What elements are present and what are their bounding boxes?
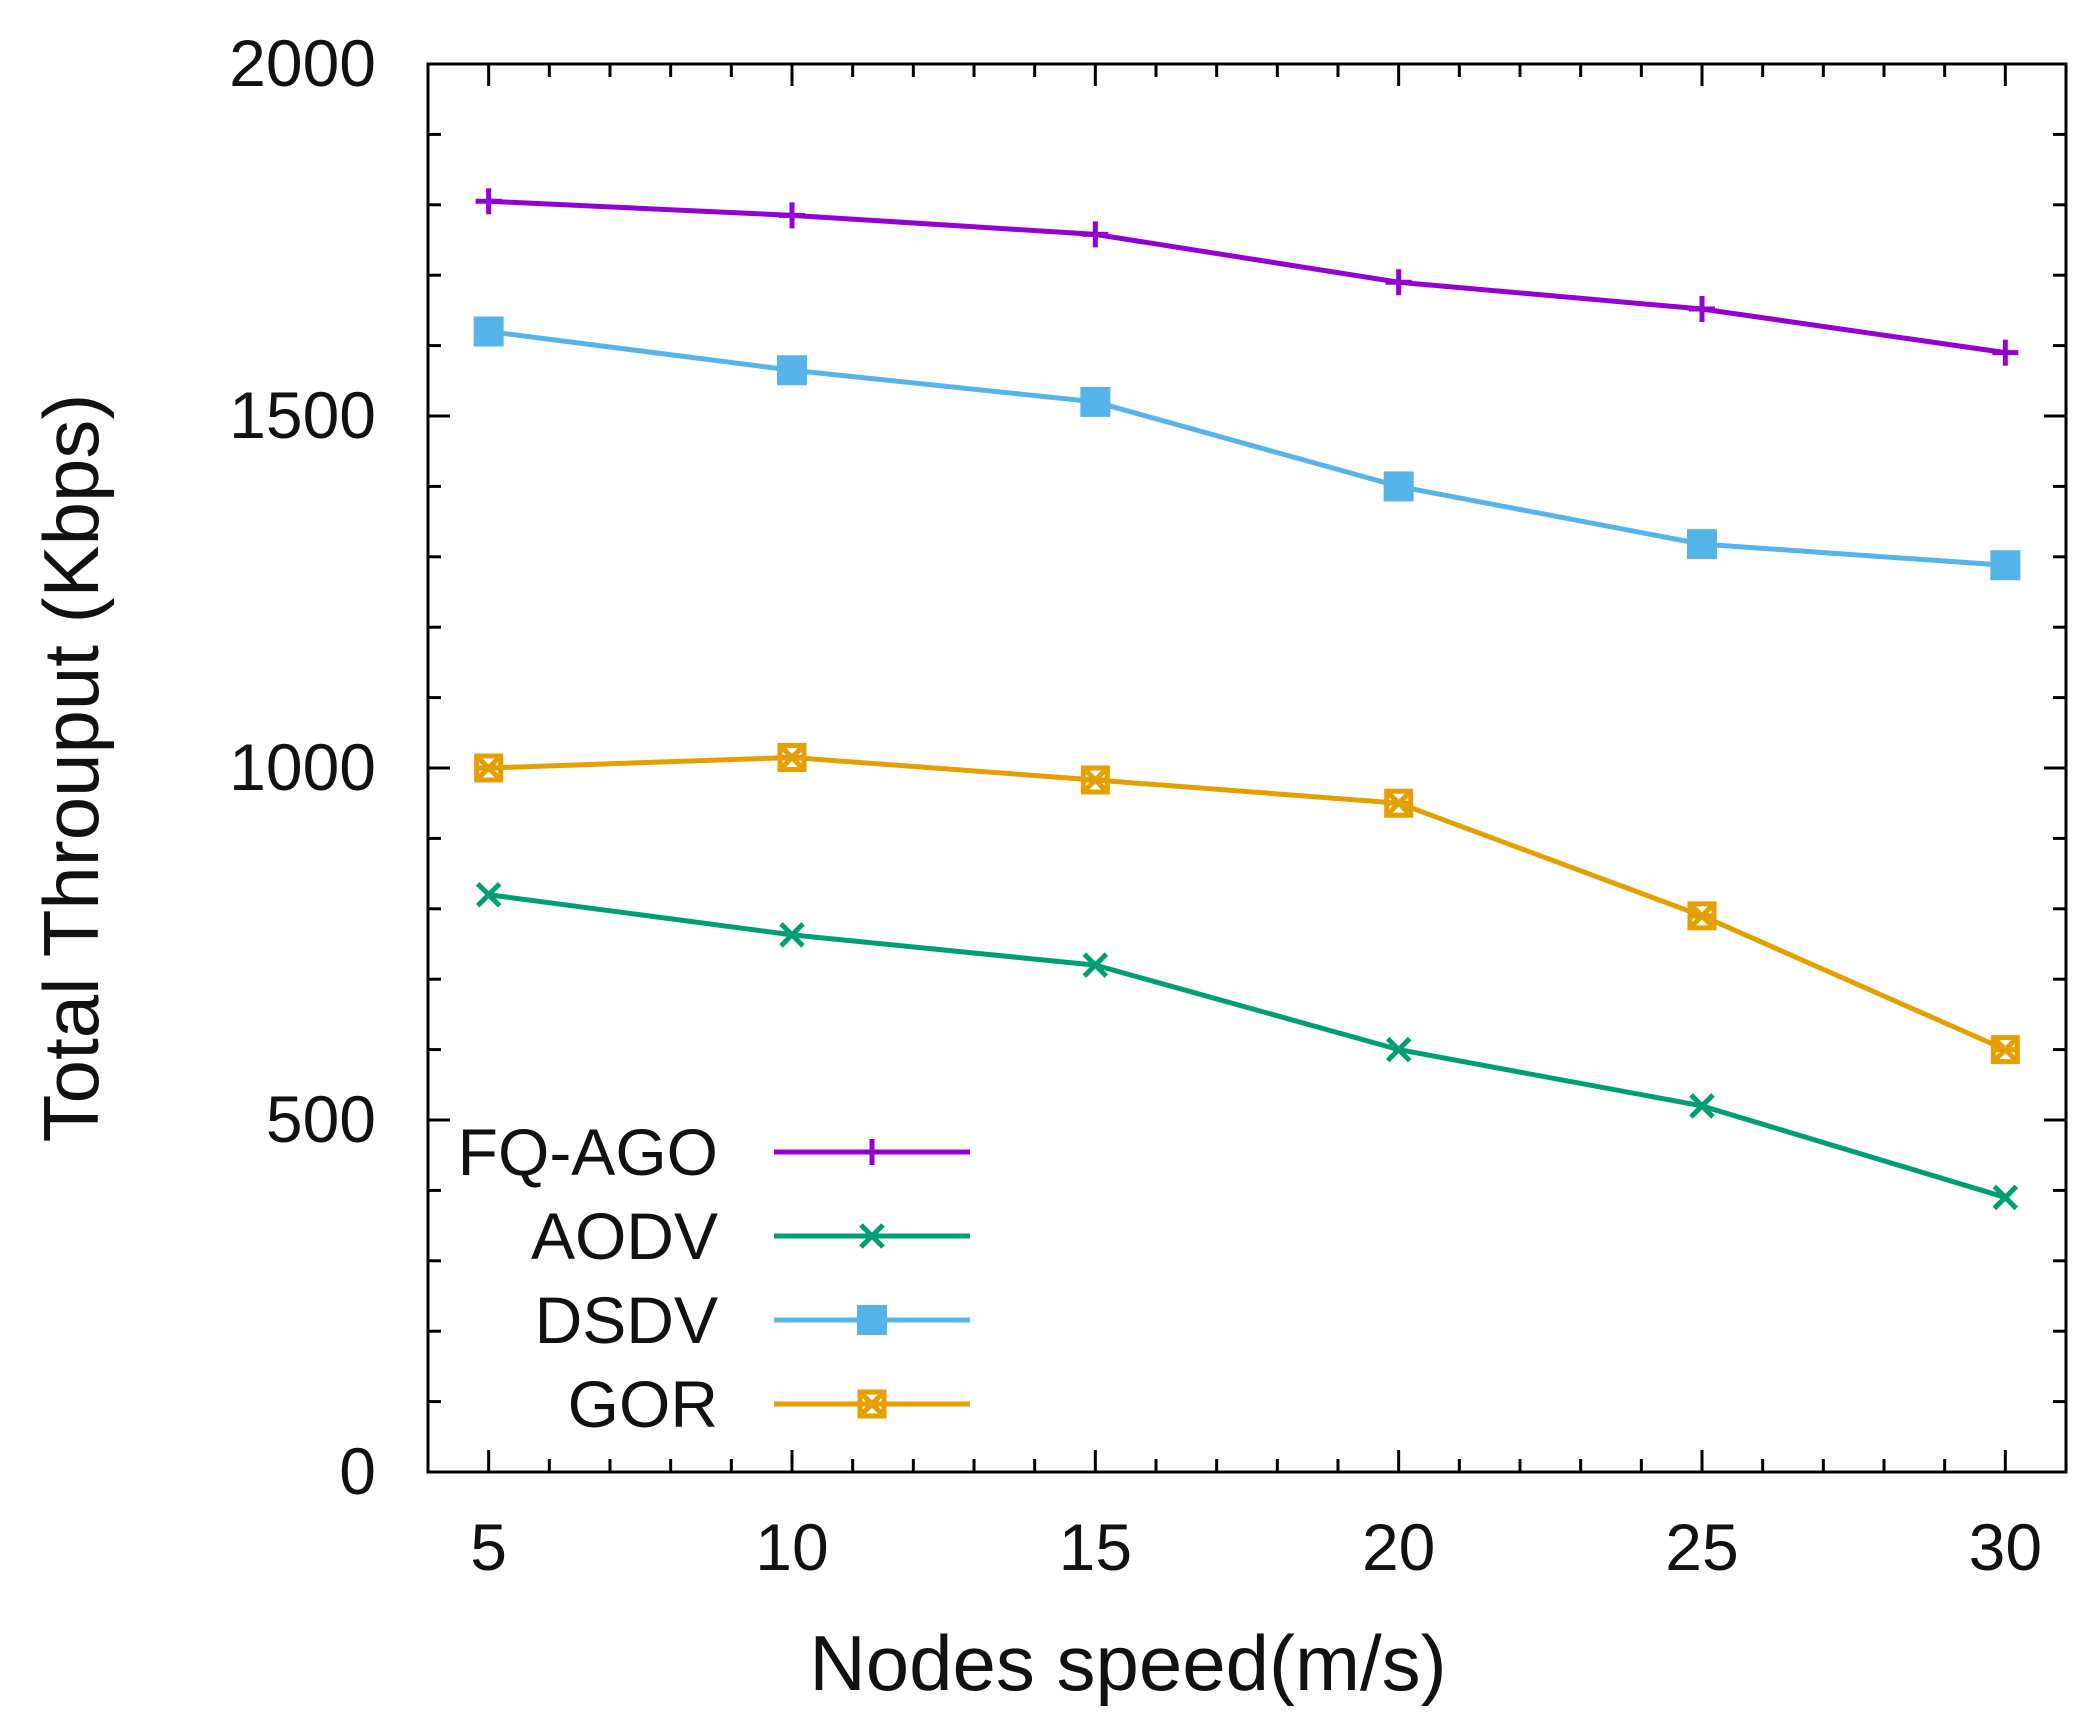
series-layer (473, 188, 2021, 1211)
legend-item-gor: GOR (568, 1367, 970, 1441)
legend-item-dsdv: DSDV (535, 1283, 970, 1357)
y-tick-label: 2000 (229, 26, 376, 100)
y-tick-label: 0 (339, 1434, 376, 1508)
data-point-fq-ago (1992, 339, 2019, 366)
data-point-dsdv (1990, 550, 2021, 581)
legend-marker (859, 1139, 885, 1165)
data-point-fq-ago (475, 188, 502, 215)
data-point-dsdv (473, 316, 504, 347)
plot-frame (426, 62, 2068, 1474)
data-point-aodv (475, 881, 502, 908)
data-point-aodv (1992, 1184, 2019, 1211)
data-point-fq-ago (1385, 269, 1412, 296)
x-axis-ticks: 5 10 15 20 25 30 (426, 64, 2068, 1584)
data-point-dsdv (777, 355, 807, 386)
y-axis-title: Total Throuput (Kbps) (27, 394, 115, 1143)
data-point-aodv (1082, 952, 1109, 978)
data-point-gor (474, 753, 504, 783)
data-point-gor (1080, 765, 1110, 795)
legend-label: AODV (531, 1199, 718, 1273)
y-tick-label: 500 (266, 1082, 376, 1156)
data-point-gor (1384, 788, 1414, 818)
legend-item-aodv: AODV (531, 1199, 970, 1273)
data-point-dsdv (1080, 386, 1111, 417)
y-tick-label: 1000 (229, 730, 376, 804)
data-point-dsdv (1383, 471, 1414, 502)
legend-marker (857, 1389, 887, 1419)
x-tick-label: 30 (1969, 1510, 2042, 1584)
data-point-aodv (1689, 1093, 1715, 1119)
data-point-aodv (779, 922, 805, 948)
data-point-gor (777, 742, 807, 772)
legend-item-fq-ago: FQ-AGO (458, 1115, 970, 1189)
series-line-aodv (488, 892, 2007, 1200)
legend-marker (857, 1305, 887, 1335)
x-tick-label: 15 (1059, 1510, 1132, 1584)
y-axis-ticks: 0 500 1000 1500 2000 (229, 26, 2066, 1508)
series-line-dsdv (488, 329, 2006, 568)
x-tick-label: 10 (755, 1510, 828, 1584)
data-point-dsdv (1687, 529, 1717, 560)
series-line-fq-ago (488, 198, 2006, 356)
data-point-gor (1687, 901, 1717, 931)
data-point-fq-ago (779, 202, 805, 229)
legend-label: FQ-AGO (458, 1115, 718, 1189)
data-point-aodv (1385, 1036, 1412, 1063)
series-line-gor (488, 754, 2007, 1052)
data-point-gor (1990, 1035, 2020, 1065)
legend-label: DSDV (535, 1283, 718, 1357)
x-tick-label: 5 (470, 1510, 507, 1584)
data-point-fq-ago (1689, 295, 1715, 322)
x-axis-title: Nodes speed(m/s) (809, 1619, 1446, 1707)
legend: FQ-AGO AODV DSDV GOR (458, 1115, 970, 1441)
legend-marker (859, 1223, 885, 1249)
y-tick-label: 1500 (229, 378, 376, 452)
legend-label: GOR (568, 1367, 718, 1441)
x-tick-label: 25 (1665, 1510, 1738, 1584)
data-point-fq-ago (1082, 221, 1109, 248)
x-tick-label: 20 (1362, 1510, 1435, 1584)
